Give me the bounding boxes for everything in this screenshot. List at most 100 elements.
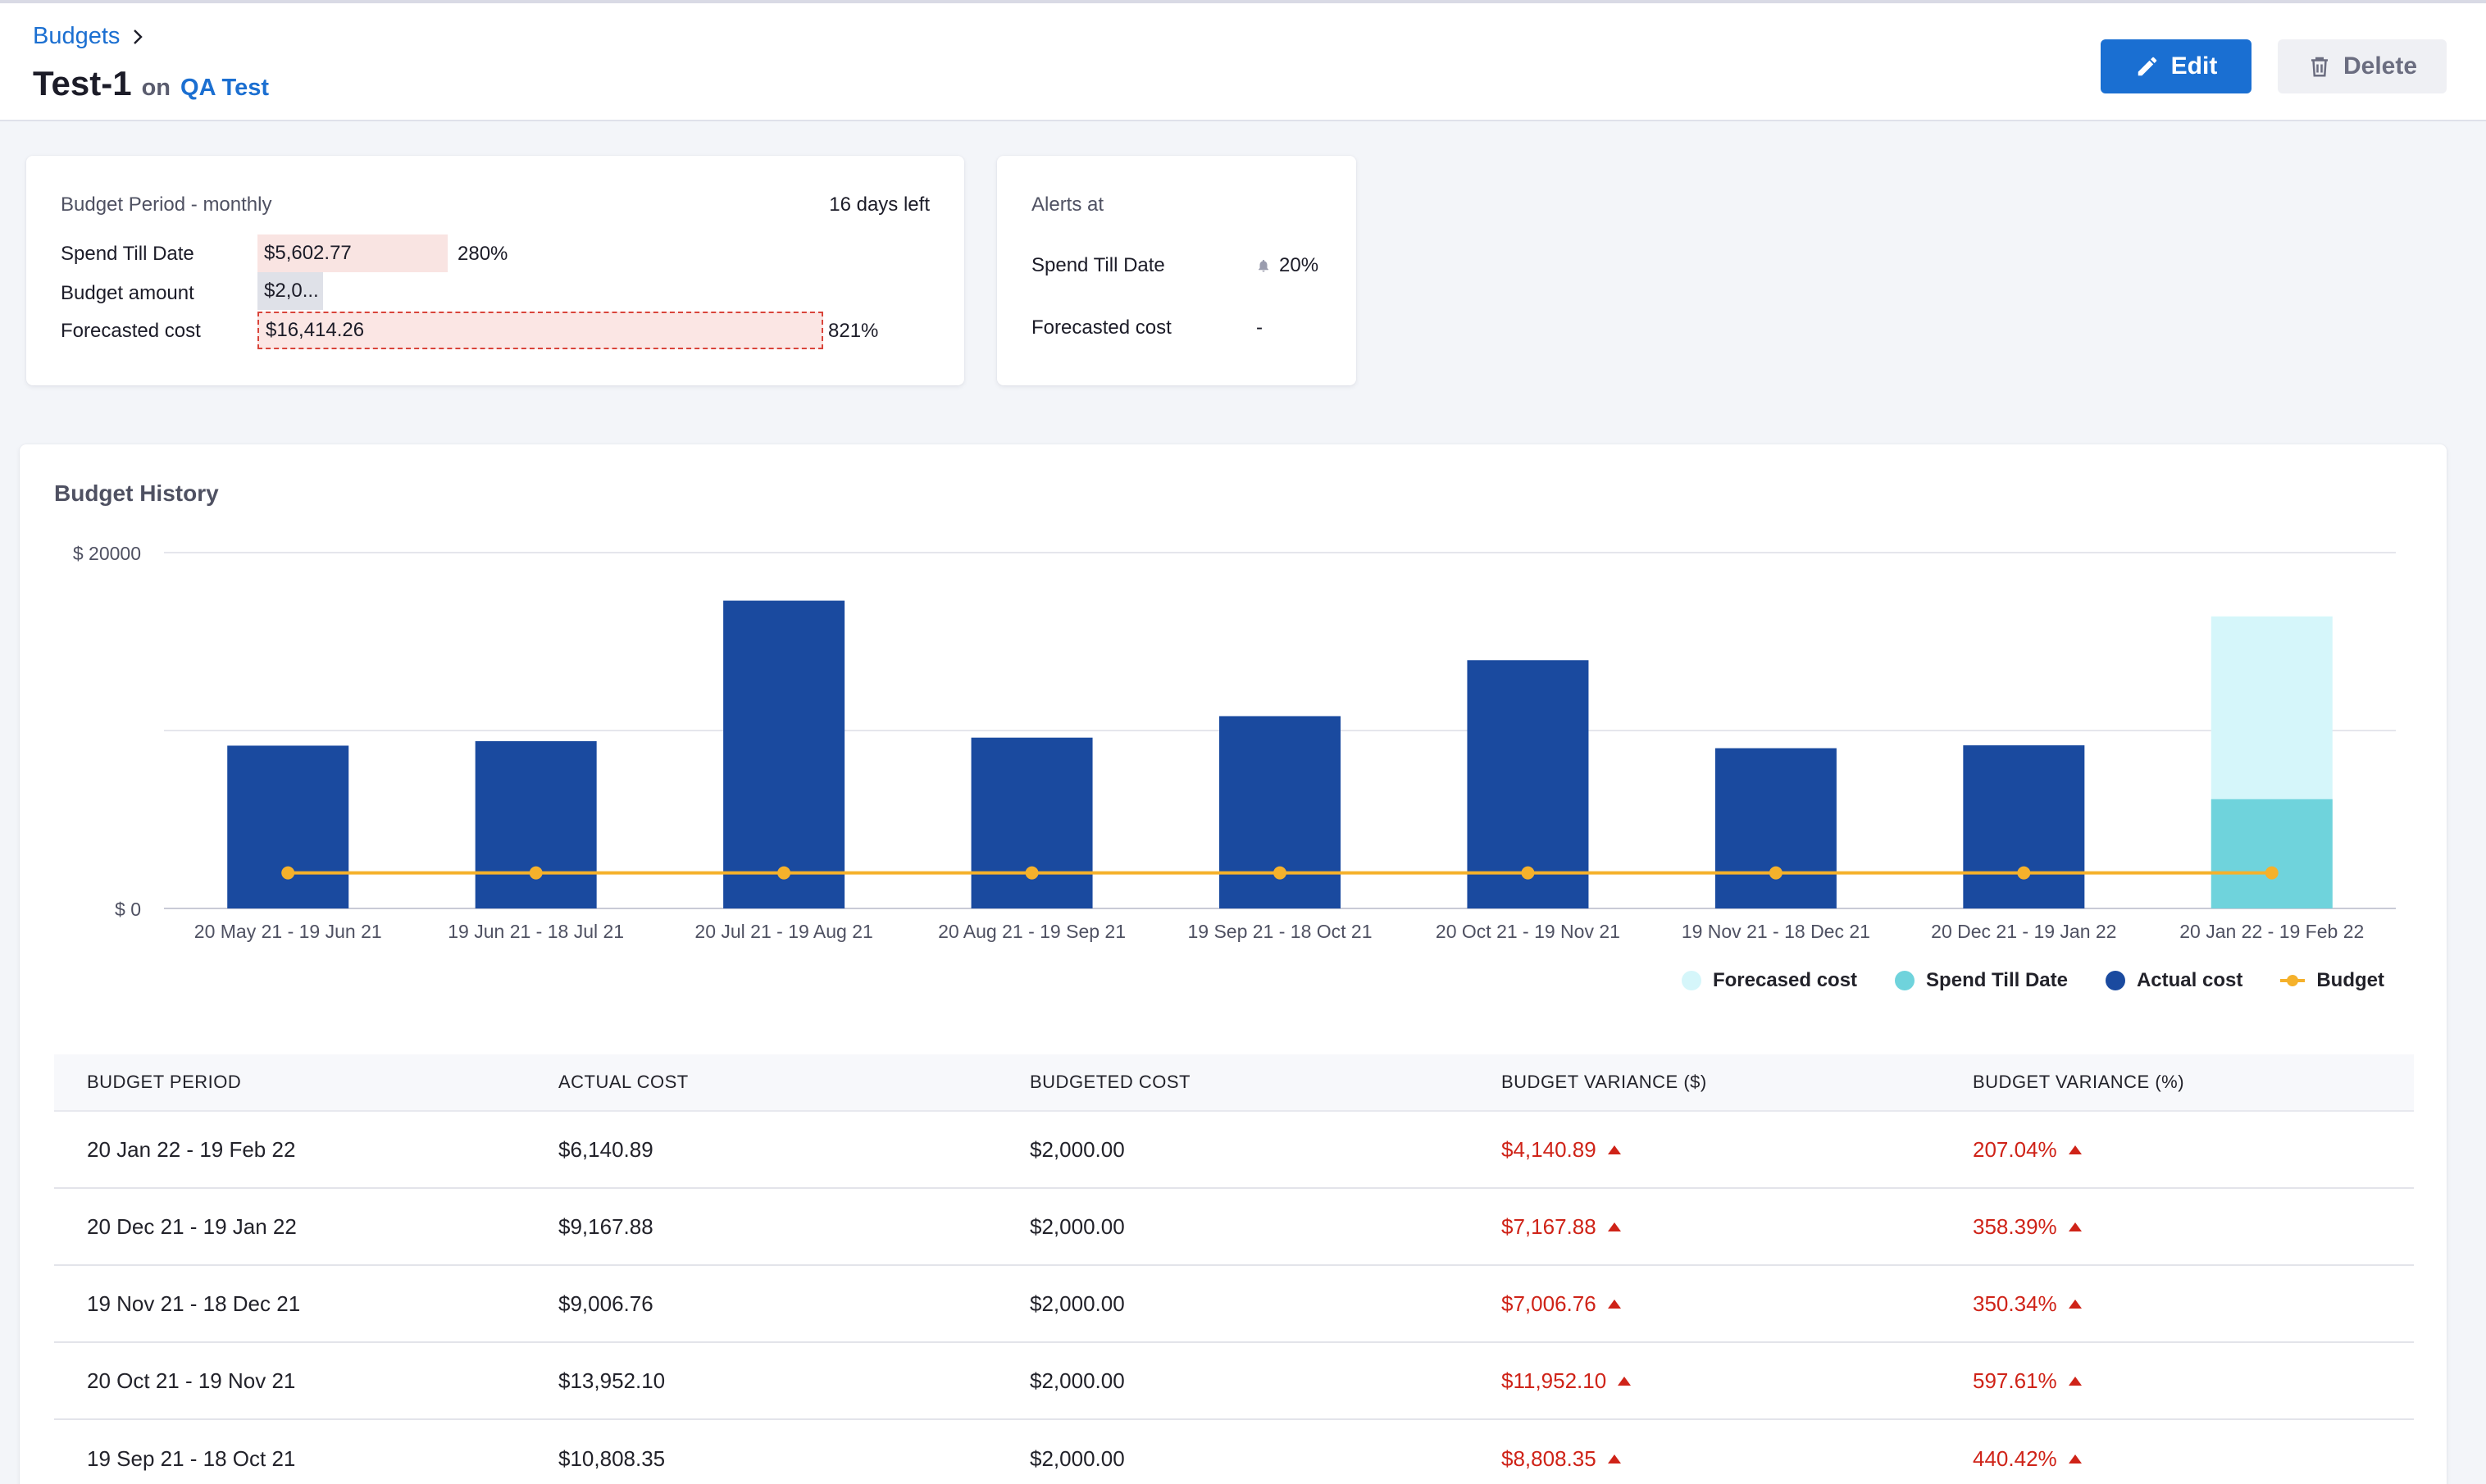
header-budgeted-cost: BUDGETED COST [997, 1054, 1468, 1110]
variance-dollar-text: $8,808.35 [1501, 1445, 1596, 1471]
cell-variance-pct: 358.39% [1973, 1214, 2082, 1240]
arrow-up-icon [2068, 1222, 2082, 1231]
table-row[interactable]: 19 Sep 21 - 18 Oct 21 $10,808.35 $2,000.… [54, 1420, 2414, 1484]
alert-spend-threshold: 20% [1256, 254, 1318, 277]
legend-actual-swatch [2105, 971, 2125, 990]
x-tick-label: 20 Oct 21 - 19 Nov 21 [1436, 921, 1620, 942]
variance-dollar-text: $7,167.88 [1501, 1213, 1596, 1239]
arrow-up-icon [2068, 1299, 2082, 1309]
table-row[interactable]: 19 Nov 21 - 18 Dec 21 $9,006.76 $2,000.0… [54, 1266, 2414, 1343]
bar-actual-cost [723, 600, 845, 908]
header-variance-dollar-text: BUDGET VARIANCE ($) [1501, 1072, 1707, 1092]
cell-variance-dollar: $8,808.35 [1501, 1446, 1621, 1472]
bar-actual-cost [1963, 745, 2085, 908]
alert-forecast-value: - [1256, 316, 1263, 339]
budget-point [281, 866, 295, 880]
x-tick-label: 19 Nov 21 - 18 Dec 21 [1682, 921, 1870, 942]
delete-button[interactable]: Delete [2278, 39, 2447, 93]
header-variance-dollar: BUDGET VARIANCE ($) [1468, 1054, 1940, 1110]
budget-point [529, 866, 543, 880]
delete-label: Delete [2343, 52, 2418, 80]
breadcrumb[interactable]: Budgets [33, 23, 148, 50]
table-row[interactable]: 20 Oct 21 - 19 Nov 21 $13,952.10 $2,000.… [54, 1343, 2414, 1420]
budget-point [1769, 866, 1783, 880]
header-budgeted-cost-text: BUDGETED COST [1030, 1072, 1191, 1092]
header-budget-period: BUDGET PERIOD [54, 1054, 526, 1110]
arrow-up-icon [2068, 1145, 2082, 1154]
cell-actual: $13,952.10 [558, 1368, 666, 1393]
alert-spend-label: Spend Till Date [1031, 254, 1165, 276]
table-header: BUDGET PERIOD ACTUAL COST BUDGETED COST … [54, 1054, 2414, 1112]
scope-link[interactable]: QA Test [180, 75, 269, 101]
cell-variance-dollar: $4,140.89 [1501, 1137, 1621, 1163]
budget-point [1273, 866, 1286, 880]
cell-actual: $9,167.88 [558, 1213, 653, 1239]
top-border [0, 0, 2486, 3]
header-variance-pct: BUDGET VARIANCE (%) [1940, 1054, 2414, 1110]
legend-budget-swatch [2280, 975, 2306, 986]
header-actual-cost: ACTUAL COST [526, 1054, 997, 1110]
forecasted-cost-pct: 821% [828, 320, 879, 342]
alerts-card: Alerts at Spend Till Date 20% Forecasted… [997, 156, 1356, 385]
cell-variance-pct: 597.61% [1973, 1368, 2082, 1394]
bell-icon [1259, 259, 1268, 272]
cell-actual: $9,006.76 [558, 1291, 653, 1316]
budget-period-title: Budget Period - monthly [61, 193, 272, 216]
legend-forecasted-cost[interactable]: Forecased cost [1681, 969, 1858, 992]
cell-variance-dollar: $7,006.76 [1501, 1291, 1621, 1317]
legend-budget[interactable]: Budget [2280, 969, 2384, 992]
legend-forecast-label: Forecased cost [1712, 969, 1858, 991]
table-row[interactable]: 20 Dec 21 - 19 Jan 22 $9,167.88 $2,000.0… [54, 1189, 2414, 1266]
header-variance-pct-text: BUDGET VARIANCE (%) [1973, 1072, 2185, 1092]
cell-budgeted: $2,000.00 [1030, 1445, 1125, 1471]
x-tick-label: 20 Dec 21 - 19 Jan 22 [1931, 921, 2116, 942]
budget-amount-value: $2,0... [264, 280, 319, 302]
alerts-title: Alerts at [1031, 193, 1104, 216]
edit-button[interactable]: Edit [2101, 39, 2252, 93]
cell-budgeted: $2,000.00 [1030, 1368, 1125, 1393]
spend-till-date-pct: 280% [458, 243, 508, 265]
cell-period: 19 Nov 21 - 18 Dec 21 [87, 1291, 301, 1316]
spend-till-date-value: $5,602.77 [264, 242, 352, 264]
bar-actual-cost [475, 741, 597, 908]
spend-till-date-bar: $5,602.77 [257, 234, 448, 272]
header-actual-cost-text: ACTUAL COST [558, 1072, 689, 1092]
budget-period-card: Budget Period - monthly 16 days left Spe… [26, 156, 964, 385]
cell-period: 20 Dec 21 - 19 Jan 22 [87, 1213, 297, 1239]
budget-history-title: Budget History [54, 480, 219, 506]
legend-spend-till-date[interactable]: Spend Till Date [1895, 969, 2068, 992]
budget-history-chart: $ 20000 $ 0 20 May 21 - 19 Jun 21 19 Jun 21… [73, 543, 2396, 942]
y-tick-label: $ 20000 [73, 543, 141, 564]
legend-actual-cost[interactable]: Actual cost [2105, 969, 2242, 992]
variance-dollar-text: $4,140.89 [1501, 1136, 1596, 1162]
x-tick-label: 20 Jul 21 - 19 Aug 21 [694, 921, 872, 942]
x-tick-label: 20 May 21 - 19 Jun 21 [194, 921, 382, 942]
cell-variance-dollar: $11,952.10 [1501, 1368, 1632, 1394]
variance-pct-text: 597.61% [1973, 1368, 2057, 1393]
bar-spend-till-date [2211, 799, 2333, 908]
bar-actual-cost [1219, 716, 1341, 908]
cell-actual: $10,808.35 [558, 1445, 666, 1471]
variance-pct-text: 440.42% [1973, 1445, 2057, 1471]
arrow-up-icon [1607, 1222, 1621, 1231]
forecasted-cost-bar: $16,414.26 [257, 312, 823, 349]
budget-point [1025, 866, 1039, 880]
breadcrumb-budgets[interactable]: Budgets [33, 23, 121, 49]
on-label: on [141, 75, 171, 101]
arrow-up-icon [1607, 1145, 1621, 1154]
arrow-up-icon [1607, 1299, 1621, 1309]
forecasted-cost-label: Forecasted cost [61, 320, 201, 342]
days-left: 16 days left [829, 193, 930, 216]
cell-budgeted: $2,000.00 [1030, 1291, 1125, 1316]
budget-point [1521, 866, 1535, 880]
header-budget-period-text: BUDGET PERIOD [87, 1072, 242, 1092]
table-row[interactable]: 20 Jan 22 - 19 Feb 22 $6,140.89 $2,000.0… [54, 1112, 2414, 1189]
bar-actual-cost [227, 745, 349, 908]
chevron-right-icon [134, 29, 143, 44]
forecasted-cost-value: $16,414.26 [266, 319, 365, 341]
spend-till-date-label: Spend Till Date [61, 243, 194, 265]
arrow-up-icon [1607, 1454, 1621, 1464]
cell-variance-pct: 207.04% [1973, 1137, 2082, 1163]
cell-period: 19 Sep 21 - 18 Oct 21 [87, 1445, 296, 1471]
variance-pct-text: 350.34% [1973, 1291, 2057, 1316]
